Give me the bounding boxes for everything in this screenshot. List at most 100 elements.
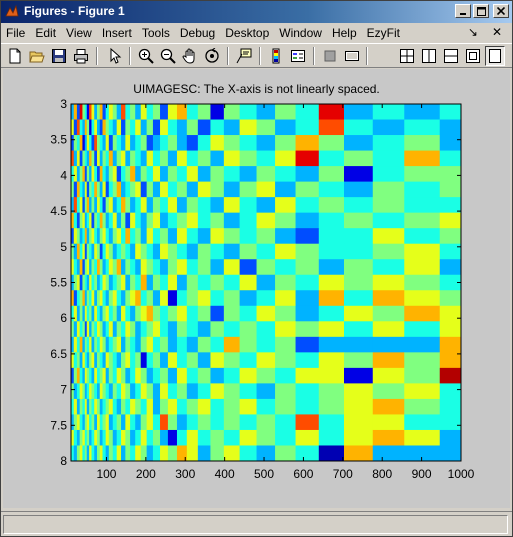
heatmap-cell — [160, 166, 169, 183]
heatmap-cell — [318, 228, 345, 245]
heatmap-cell — [152, 445, 161, 462]
menu-edit[interactable]: Edit — [35, 26, 57, 40]
dock-arrow-icon[interactable]: ↘ — [467, 25, 478, 39]
heatmap-cell — [86, 197, 90, 214]
heatmap-cell — [197, 321, 211, 338]
menu-ezyfit[interactable]: EzyFit — [366, 26, 400, 40]
heatmap-cell — [146, 367, 154, 384]
title-bar[interactable]: Figures - Figure 1 — [1, 1, 512, 23]
heatmap-cell — [160, 119, 169, 136]
heatmap-cell — [295, 166, 320, 183]
show-plot-tools-button[interactable] — [342, 46, 362, 66]
heatmap-cell — [146, 414, 154, 431]
heatmap-cell — [152, 150, 161, 167]
split-vertical-button[interactable] — [441, 46, 461, 66]
x-tick-label: 100 — [96, 467, 116, 481]
y-tick-label: 6 — [60, 311, 67, 325]
menu-insert[interactable]: Insert — [101, 26, 132, 40]
heatmap-cell — [82, 181, 86, 198]
float-button[interactable] — [463, 46, 483, 66]
save-button[interactable] — [49, 46, 69, 66]
menu-debug[interactable]: Debug — [179, 26, 216, 40]
menu-view[interactable]: View — [66, 26, 92, 40]
heatmap-cell — [197, 150, 211, 167]
x-tick-label: 1000 — [448, 467, 475, 481]
close-button[interactable] — [493, 4, 509, 18]
heatmap-cell — [210, 321, 225, 338]
heatmap-cell — [73, 243, 78, 260]
menu-desktop[interactable]: Desktop — [225, 26, 270, 40]
heatmap-cell — [112, 429, 118, 446]
heatmap-cell — [140, 243, 148, 260]
split-horizontal-button[interactable] — [419, 46, 439, 66]
y-tick-label: 7 — [60, 383, 67, 397]
heatmap-cell — [112, 445, 118, 462]
heatmap-cell — [135, 305, 142, 322]
heatmap-cell — [84, 166, 88, 183]
edit-plot-button[interactable] — [105, 46, 125, 66]
heatmap-cell — [146, 429, 154, 446]
menu-tools[interactable]: Tools — [141, 26, 170, 40]
new-figure-button[interactable] — [5, 46, 25, 66]
heatmap-cell — [344, 414, 374, 431]
heatmap-cell — [121, 259, 126, 276]
heatmap-cell — [82, 429, 86, 446]
menu-window[interactable]: Window — [279, 26, 322, 40]
menu-file[interactable]: File — [6, 26, 26, 40]
heatmap-cell — [84, 228, 88, 245]
heatmap-cell — [76, 259, 81, 276]
heatmap-cell — [102, 290, 107, 307]
pan-button[interactable] — [180, 46, 200, 66]
tile-button[interactable] — [397, 46, 417, 66]
heatmap-cell — [105, 212, 110, 229]
heatmap-cell — [71, 383, 75, 400]
minimize-button[interactable] — [455, 4, 471, 18]
zoom-in-button[interactable] — [136, 46, 156, 66]
heatmap-cell — [404, 367, 441, 384]
heatmap-cell — [82, 383, 86, 400]
maximize-figure-button[interactable] — [485, 46, 505, 66]
data-cursor-button[interactable] — [234, 46, 254, 66]
heatmap-cell — [89, 119, 92, 136]
insert-legend-button[interactable] — [288, 46, 308, 66]
y-tick-label: 3.5 — [50, 133, 67, 147]
heatmap-cell — [344, 321, 374, 338]
heatmap-cell — [76, 305, 81, 322]
heatmap-cell — [295, 197, 320, 214]
open-button[interactable] — [27, 46, 47, 66]
heatmap-cell — [130, 367, 136, 384]
heatmap-cell — [73, 197, 78, 214]
heatmap-cell — [146, 135, 154, 151]
heatmap-cell — [439, 150, 462, 167]
heatmap-cell — [146, 212, 154, 229]
heatmap-cell — [318, 166, 345, 183]
zoom-out-button[interactable] — [158, 46, 178, 66]
heatmap-cell — [295, 383, 320, 400]
heatmap-cell — [140, 181, 148, 198]
heatmap-cell — [94, 212, 98, 229]
heatmap-cell — [91, 181, 95, 198]
heatmap-cell — [116, 243, 122, 260]
maximize-button[interactable] — [473, 4, 489, 18]
y-tick-label: 5.5 — [50, 276, 67, 290]
heatmap-cell — [439, 321, 462, 338]
heatmap-cell — [404, 383, 441, 400]
heatmap-cell — [197, 336, 211, 353]
hide-plot-tools-button[interactable] — [320, 46, 340, 66]
heatmap-cell — [91, 104, 95, 120]
heatmap-cell — [344, 228, 374, 245]
heatmap-cell — [86, 212, 90, 229]
heatmap-cell — [197, 290, 211, 307]
heatmap-cell — [112, 150, 118, 167]
print-button[interactable] — [71, 46, 91, 66]
heatmap-cell — [167, 119, 178, 136]
image-axes[interactable]: 100 200 300 400 500 600 700 800 900 1000 3 3.5 4 4.5… — [1, 96, 512, 536]
insert-colorbar-button[interactable] — [266, 46, 286, 66]
heatmap-cell — [112, 352, 118, 369]
menu-help[interactable]: Help — [331, 26, 357, 40]
heatmap-cell — [112, 290, 118, 307]
undock-close-icon[interactable]: ✕ — [491, 25, 502, 39]
heatmap-cell — [404, 150, 441, 167]
rotate-3d-button[interactable] — [202, 46, 222, 66]
heatmap-cell — [105, 197, 110, 214]
